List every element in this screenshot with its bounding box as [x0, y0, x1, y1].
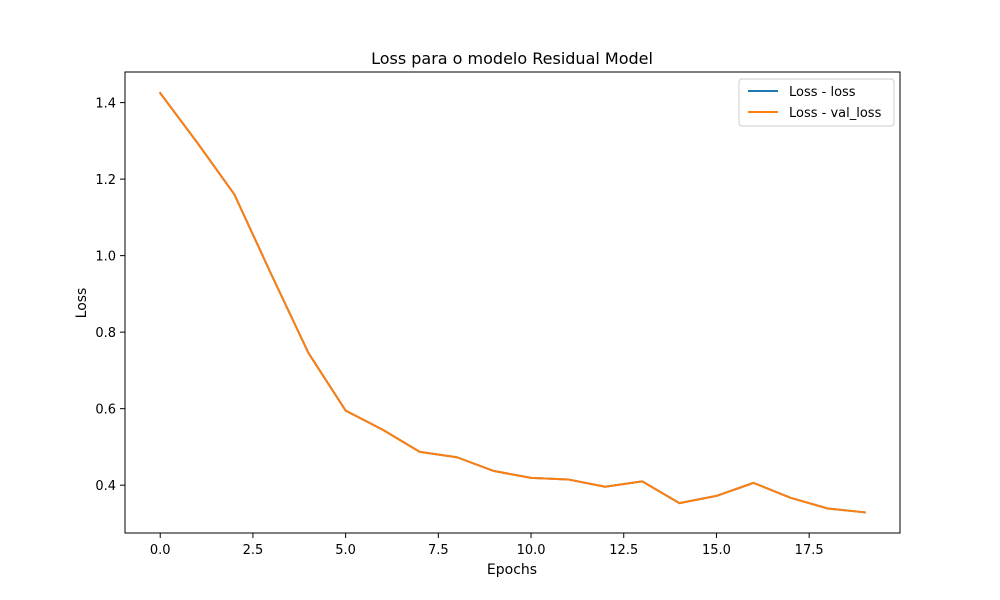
legend: Loss - loss Loss - val_loss — [738, 78, 895, 127]
x-tick-label: 2.5 — [243, 543, 264, 558]
x-tick-label: 7.5 — [428, 543, 449, 558]
y-tick-label: 0.8 — [95, 326, 116, 341]
x-tick-label: 17.5 — [795, 543, 824, 558]
plot-frame — [124, 71, 901, 534]
x-tick-label: 12.5 — [609, 543, 638, 558]
y-tick-label: 0.4 — [95, 479, 116, 494]
series-line-val-loss — [158, 91, 866, 514]
x-tick-label: 15.0 — [702, 543, 731, 558]
series-layer — [158, 91, 866, 514]
x-axis-label: Epochs — [487, 562, 537, 578]
x-tick-label: 0.0 — [150, 543, 171, 558]
y-tick-label: 1.4 — [95, 97, 116, 112]
y-tick-label: 0.6 — [95, 403, 116, 418]
legend-label: Loss - loss — [789, 85, 856, 100]
x-tick-label: 5.0 — [335, 543, 356, 558]
legend-label: Loss - val_loss — [789, 106, 882, 121]
y-axis-label: Loss — [74, 288, 90, 319]
chart-title: Loss para o modelo Residual Model — [371, 49, 653, 68]
y-tick-label: 1.2 — [95, 173, 116, 188]
x-tick-label: 10.0 — [517, 543, 546, 558]
plot-area — [125, 72, 900, 533]
x-axis: 0.0 2.5 5.0 7.5 10.0 12.5 15.0 17.5 — [150, 533, 824, 558]
legend-entries: Loss - loss Loss - val_loss — [748, 85, 882, 121]
y-tick-label: 1.0 — [95, 250, 116, 265]
y-axis: 0.4 0.6 0.8 1.0 1.2 1.4 — [95, 97, 125, 494]
